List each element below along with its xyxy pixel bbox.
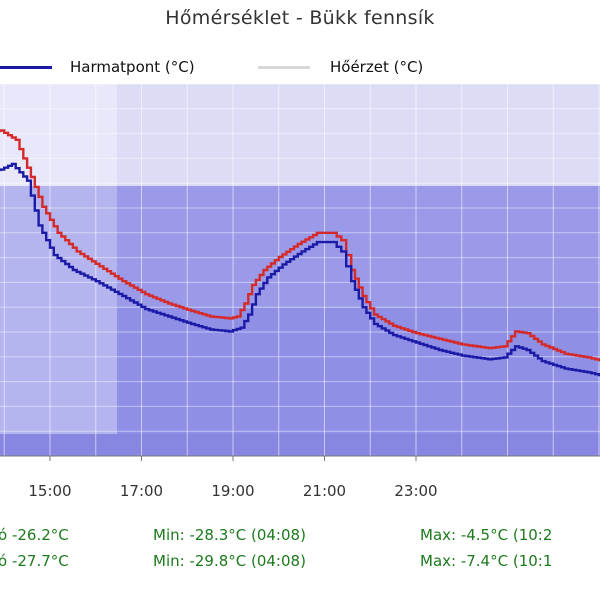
dew-point-series-line	[0, 162, 600, 377]
stats-row-dew-point: ó -27.7°C Min: -29.8°C (04:08) Max: -7.4…	[0, 552, 600, 574]
stat-current: ó -27.7°C	[0, 552, 69, 570]
band-bottom	[0, 434, 600, 456]
x-tick-label: 15:00	[28, 482, 71, 500]
band-left-highlight	[117, 84, 600, 186]
stat-min: Min: -28.3°C (04:08)	[153, 526, 306, 544]
stats-row-temperature: ó -26.2°C Min: -28.3°C (04:08) Max: -4.5…	[0, 526, 600, 548]
stat-current: ó -26.2°C	[0, 526, 69, 544]
stat-min: Min: -29.8°C (04:08)	[153, 552, 306, 570]
series-layer	[0, 129, 600, 377]
dew-point-swatch	[0, 66, 52, 69]
plot-background	[0, 84, 600, 456]
temperature-series-line	[0, 129, 600, 362]
stat-max: Max: -7.4°C (10:1	[420, 552, 553, 570]
stat-max: Max: -4.5°C (10:2	[420, 526, 553, 544]
x-tick-label: 21:00	[303, 482, 346, 500]
x-tick-label: 17:00	[120, 482, 163, 500]
band-mid-left	[0, 186, 117, 434]
chart-legend: Harmatpont (°C) Hőérzet (°C)	[0, 56, 600, 80]
chart-title: Hőmérséklet - Bükk fennsík	[165, 7, 435, 29]
feels-like-label: Hőérzet (°C)	[330, 58, 424, 76]
x-tick-label: 19:00	[211, 482, 254, 500]
feels-like-swatch	[258, 66, 310, 69]
dew-point-label: Harmatpont (°C)	[70, 58, 195, 76]
x-tick-label: 23:00	[394, 482, 437, 500]
band-deeper-right	[117, 308, 600, 434]
